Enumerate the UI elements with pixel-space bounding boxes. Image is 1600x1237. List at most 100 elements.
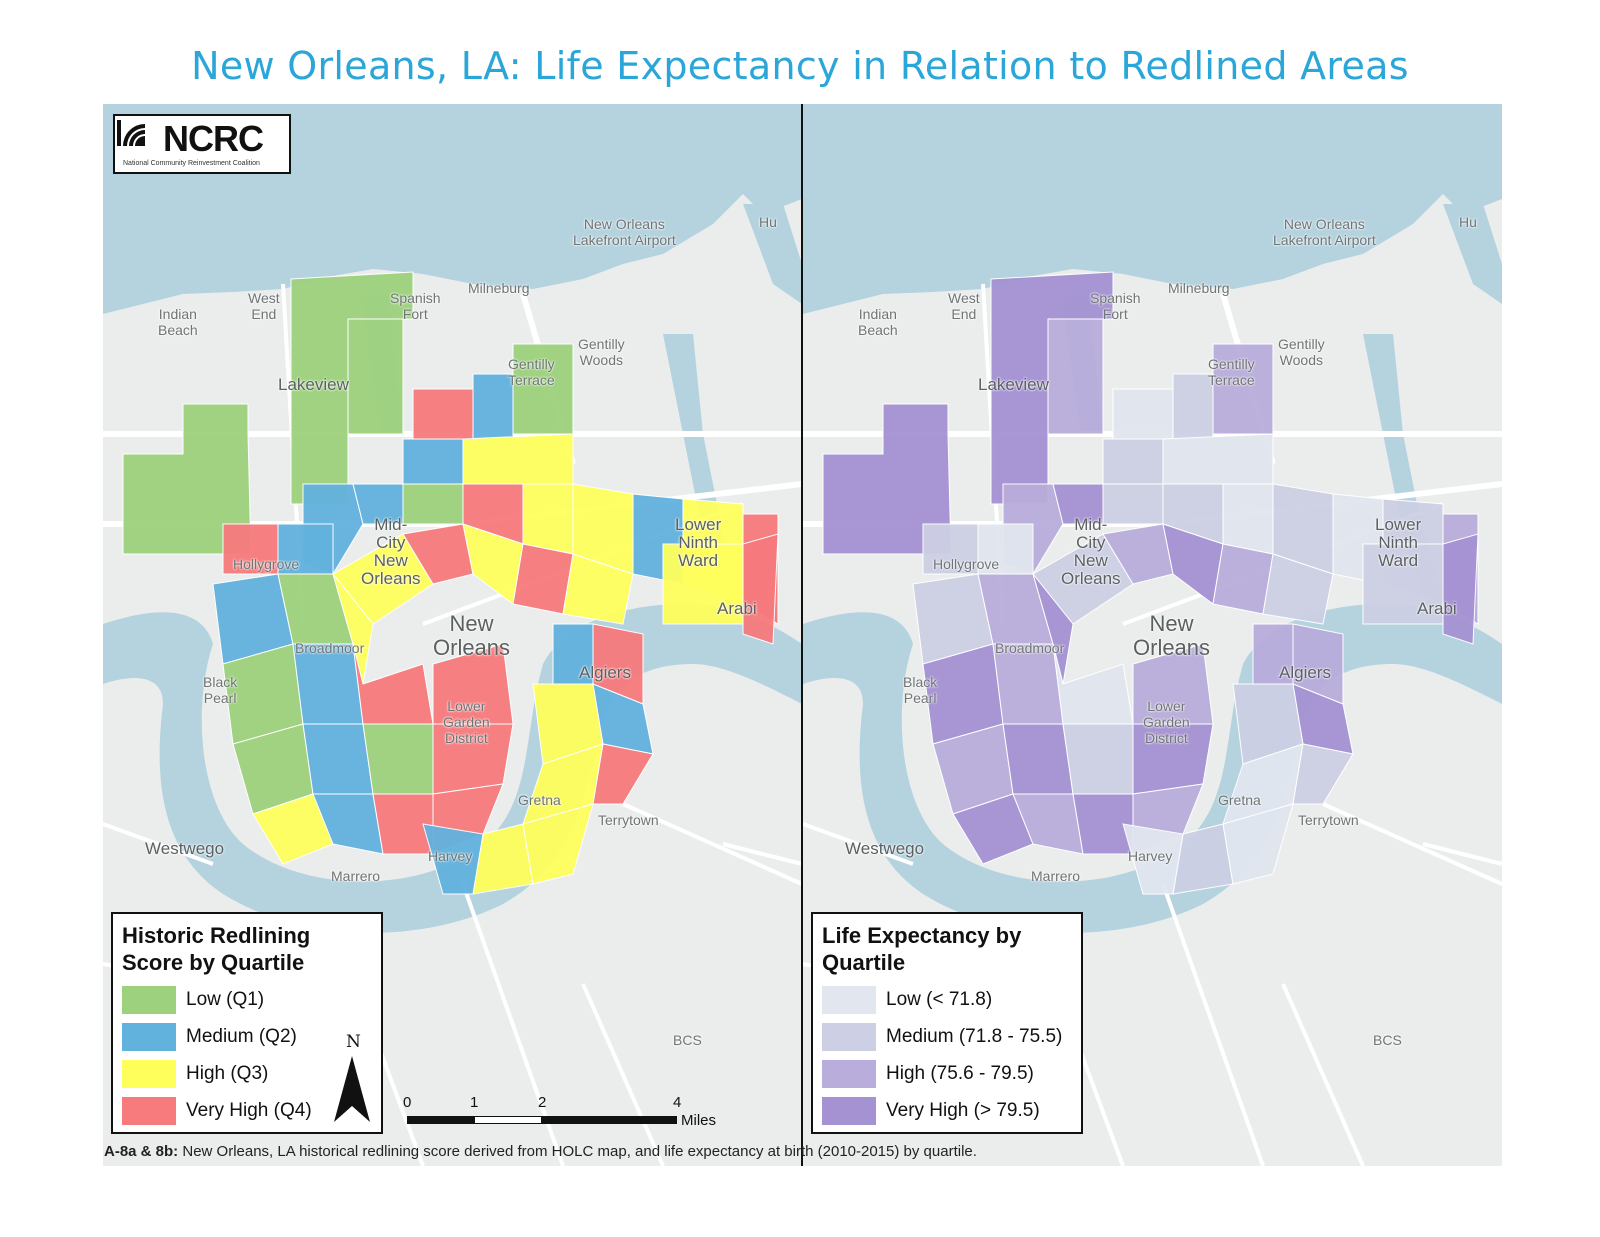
- legend-label: Low (< 71.8): [886, 989, 993, 1010]
- place-label-gentilly-terrace: Gentilly Terrace: [1208, 356, 1255, 388]
- legend-label: Low (Q1): [186, 989, 265, 1010]
- place-label-black-pearl: Black Pearl: [203, 674, 238, 706]
- tract: [472, 373, 514, 440]
- tract: [822, 403, 952, 555]
- place-label-bcs: BCS: [673, 1032, 702, 1048]
- legend-swatch: [822, 986, 876, 1014]
- place-label-airport: New Orleans Lakefront Airport: [1273, 216, 1376, 248]
- ncrc-logo-subtitle: National Community Reinvestment Coalitio…: [123, 160, 260, 167]
- place-label-arabi: Arabi: [717, 599, 757, 618]
- place-label-westwego: Westwego: [145, 839, 225, 858]
- north-label: N: [346, 1032, 361, 1052]
- scale-segment: [407, 1116, 474, 1124]
- place-label-gentilly-woods: Gentilly Woods: [1278, 336, 1325, 368]
- place-label-terrytown: Terrytown: [1298, 812, 1359, 828]
- scale-unit: Miles: [681, 1112, 717, 1129]
- place-label-gretna: Gretna: [518, 792, 561, 808]
- legend-swatch: [822, 1023, 876, 1051]
- legend-swatch: [822, 1097, 876, 1125]
- place-label-gentilly-terrace: Gentilly Terrace: [508, 356, 555, 388]
- scale-bar: 0 1 2 4 Miles: [403, 1094, 737, 1134]
- place-label-indian-beach: Indian Beach: [858, 306, 898, 338]
- place-label-bcs: BCS: [1373, 1032, 1402, 1048]
- road: [1422, 842, 1502, 866]
- place-label-gentilly-woods: Gentilly Woods: [578, 336, 625, 368]
- place-label-milneburg: Milneburg: [1168, 280, 1230, 296]
- place-label-marrero: Marrero: [331, 868, 381, 884]
- legend-label: Medium (Q2): [186, 1026, 297, 1047]
- life-expectancy-legend: Life Expectancy by Quartile Low (< 71.8) M…: [811, 912, 1083, 1134]
- road: [622, 802, 802, 886]
- legend-label: High (75.6 - 79.5): [886, 1063, 1034, 1084]
- bayou: [1443, 204, 1502, 304]
- north-arrow: N: [332, 1032, 372, 1122]
- tract: [1102, 438, 1164, 485]
- place-label-terrytown: Terrytown: [598, 812, 659, 828]
- industrial-canal: [1363, 334, 1448, 609]
- tract: [412, 388, 474, 440]
- tracts: [822, 271, 1479, 895]
- road: [803, 822, 914, 866]
- ncrc-logo-text: NCRC: [163, 118, 264, 159]
- place-label-gretna: Gretna: [1218, 792, 1261, 808]
- place-label-spanish-fort: Spanish Fort: [390, 290, 441, 322]
- legend-label: Very High (Q4): [186, 1100, 312, 1121]
- tract: [1162, 433, 1274, 485]
- place-label-lower-ninth: Lower Ninth Ward: [1375, 515, 1422, 570]
- tract: [1052, 643, 1134, 725]
- place-label-hollygrove: Hollygrove: [933, 556, 1000, 572]
- scale-segment: [542, 1116, 677, 1124]
- place-label-west-end: West End: [248, 290, 280, 322]
- place-label-arabi: Arabi: [1417, 599, 1457, 618]
- tract: [992, 643, 1064, 725]
- place-label-west-end: West End: [948, 290, 980, 322]
- legend-swatch: [822, 1060, 876, 1088]
- legend-swatch: [122, 1023, 176, 1051]
- place-label-harvey: Harvey: [428, 848, 473, 864]
- tract: [402, 438, 464, 485]
- place-label-milneburg: Milneburg: [468, 280, 530, 296]
- tract: [1122, 823, 1184, 895]
- tract: [1222, 803, 1294, 885]
- redlining-map: [103, 104, 802, 1166]
- tract: [1047, 318, 1104, 435]
- panel-divider: [801, 104, 803, 1166]
- legend-title: Life Expectancy by Quartile: [822, 923, 1022, 975]
- redlining-map-panel[interactable]: NCRC National Community Reinvestment Coa…: [103, 104, 802, 1166]
- life-expectancy-map: [803, 104, 1502, 1166]
- tract: [362, 723, 434, 795]
- legend-label: Very High (> 79.5): [886, 1100, 1040, 1121]
- tract: [462, 433, 574, 485]
- legend-swatch: [122, 1097, 176, 1125]
- scale-tick-label: 1: [470, 1094, 479, 1111]
- tract: [1262, 553, 1334, 625]
- tract: [1172, 373, 1214, 440]
- tract: [512, 543, 574, 615]
- tract: [1292, 743, 1354, 805]
- place-label-lower-ninth: Lower Ninth Ward: [675, 515, 722, 570]
- legend-label: Medium (71.8 - 75.5): [886, 1026, 1063, 1047]
- tract: [292, 643, 364, 725]
- legend-swatch: [122, 1060, 176, 1088]
- redlining-legend: Historic Redlining Score by Quartile Low …: [111, 912, 383, 1134]
- place-label-lower-garden: Lower Garden District: [443, 698, 490, 746]
- map-title: New Orleans, LA: Life Expectancy in Rela…: [191, 44, 1409, 88]
- figure-caption: A-8a & 8b: New Orleans, LA historical re…: [104, 1143, 977, 1160]
- north-arrow-icon: [334, 1056, 370, 1122]
- road: [581, 983, 665, 1166]
- life-expectancy-map-panel[interactable]: New Orleans Lakefront Airport Milneburg Sp…: [803, 104, 1502, 1166]
- road: [1161, 883, 1265, 1166]
- tract: [522, 803, 594, 885]
- road: [1281, 983, 1365, 1166]
- industrial-canal: [663, 334, 748, 609]
- tract: [347, 318, 404, 435]
- place-label-lower-garden: Lower Garden District: [1143, 698, 1190, 746]
- ncrc-logo-icon: [117, 120, 145, 146]
- ncrc-logo: NCRC National Community Reinvestment Coa…: [113, 114, 291, 174]
- place-label-harvey: Harvey: [1128, 848, 1173, 864]
- tract: [422, 823, 484, 895]
- legend-swatch: [122, 986, 176, 1014]
- place-label-broadmoor: Broadmoor: [995, 640, 1065, 656]
- bayou: [743, 204, 802, 304]
- place-label-hollygrove: Hollygrove: [233, 556, 300, 572]
